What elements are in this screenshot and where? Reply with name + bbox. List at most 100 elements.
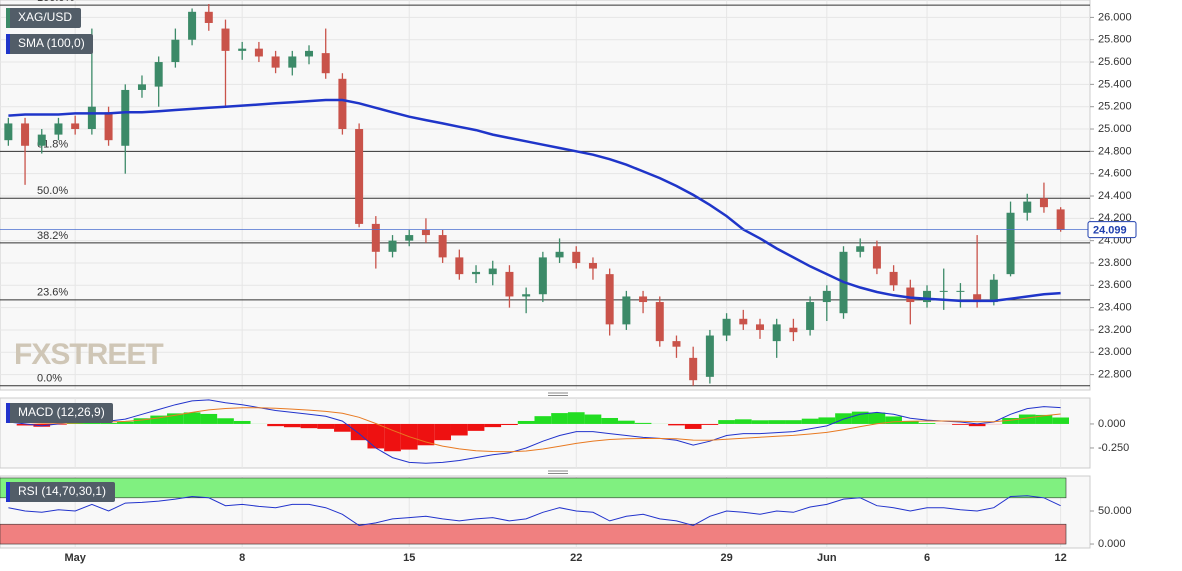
- macd-histogram-bar: [434, 423, 451, 441]
- macd-line: [8, 399, 1061, 464]
- candle-body: [755, 324, 764, 330]
- candle-body: [321, 53, 330, 74]
- legend-swatch: [6, 34, 10, 54]
- y-tick-label: 25.200: [1098, 101, 1132, 113]
- rsi-band: [0, 477, 1067, 499]
- rsi-line: [8, 495, 1061, 527]
- macd-histogram-bar: [267, 423, 284, 427]
- macd-histogram-bar: [551, 413, 568, 424]
- macd-histogram-bar: [1035, 414, 1053, 424]
- macd-histogram-bar: [334, 423, 351, 432]
- macd-histogram-bar: [968, 423, 986, 427]
- legend-box: [6, 8, 81, 28]
- macd-histogram-bar: [684, 423, 702, 429]
- candle-body: [371, 223, 380, 252]
- candle-body: [923, 290, 932, 303]
- macd-histogram-bar: [33, 423, 51, 427]
- macd-histogram-bar: [217, 418, 234, 424]
- macd-histogram-bar: [167, 413, 184, 424]
- candle-body: [338, 78, 347, 130]
- y-tick-label: 22.800: [1098, 369, 1132, 381]
- macd-histogram-bar: [367, 423, 385, 449]
- fib-label: 50.0%: [37, 185, 68, 197]
- candle-body: [137, 84, 146, 90]
- candle-body: [822, 290, 831, 303]
- macd-histogram-bar: [1052, 417, 1069, 424]
- x-tick-label: 12: [1055, 552, 1067, 564]
- macd-histogram-bar: [818, 417, 836, 424]
- legend-box: [6, 34, 93, 54]
- x-tick-label: Jun: [817, 552, 837, 564]
- macd-histogram-bar: [952, 423, 969, 425]
- macd-histogram-bar: [283, 423, 301, 428]
- macd-histogram-bar: [484, 423, 502, 428]
- legend-swatch: [6, 403, 10, 423]
- macd-line: [8, 407, 1061, 453]
- legend-label: RSI (14,70,30,1): [18, 484, 106, 498]
- candle-body: [355, 129, 364, 224]
- candle-body: [739, 318, 748, 325]
- macd-histogram-bar: [150, 415, 168, 424]
- candle-body: [989, 279, 998, 303]
- macd-histogram-bar: [801, 418, 819, 424]
- macd-histogram-bar: [501, 423, 518, 426]
- macd-histogram-bar: [384, 423, 401, 452]
- candle-body: [472, 271, 481, 275]
- legend-swatch: [6, 8, 10, 28]
- macd-histogram-bar: [200, 413, 218, 424]
- candle-body: [37, 134, 46, 146]
- macd-histogram-bar: [885, 416, 902, 424]
- y-tick-label: 25.400: [1098, 78, 1132, 90]
- candle-body: [655, 302, 664, 342]
- y-tick-label: 24.600: [1098, 168, 1132, 180]
- candle-body: [939, 290, 948, 292]
- candle-body: [87, 106, 96, 130]
- macd-histogram-bar: [517, 420, 535, 424]
- candle-body: [538, 257, 547, 295]
- rsi-band: [0, 523, 1067, 545]
- macd-histogram-bar: [317, 423, 335, 429]
- candle-body: [639, 296, 648, 303]
- candle-body: [522, 294, 531, 297]
- y-tick-label: 23.400: [1098, 302, 1132, 314]
- y-tick-label: 25.800: [1098, 34, 1132, 46]
- candle-body: [605, 274, 614, 325]
- macd-histogram-bar: [584, 414, 602, 424]
- panel-handle: [548, 392, 568, 474]
- macd-histogram-bar: [567, 412, 585, 424]
- macd-histogram-bar: [467, 423, 485, 431]
- candle-body: [271, 56, 280, 68]
- candle-body: [254, 48, 263, 57]
- macd-histogram-bar: [868, 412, 886, 424]
- candle-body: [171, 39, 180, 63]
- macd-histogram-bar: [534, 416, 552, 424]
- y-tick-label: 25.600: [1098, 56, 1132, 68]
- macd-histogram-bar: [1018, 414, 1036, 424]
- candle-body: [588, 262, 597, 269]
- candle-body: [204, 11, 213, 23]
- legend-box: [6, 403, 113, 423]
- candle-body: [689, 357, 698, 381]
- macd-histogram-bar: [183, 412, 201, 424]
- candle-body: [1039, 198, 1048, 208]
- macd-histogram-bar: [785, 420, 802, 424]
- legend-label: MACD (12,26,9): [18, 405, 105, 419]
- x-tick-label: 15: [403, 552, 415, 564]
- macd-histogram-bar: [1002, 417, 1019, 424]
- candle-body: [1006, 212, 1015, 275]
- legend-box: [6, 482, 115, 502]
- macd-histogram-bar: [601, 417, 619, 424]
- macd-histogram-bar: [701, 423, 719, 425]
- fib-label: 23.6%: [37, 287, 68, 299]
- candle-body: [238, 48, 247, 51]
- candle-body: [505, 271, 514, 297]
- macd-histogram-bar: [133, 418, 151, 424]
- legend-label: SMA (100,0): [18, 36, 85, 50]
- x-tick-label: May: [64, 552, 86, 564]
- legend-swatch: [6, 482, 10, 502]
- macd-histogram-bar: [450, 423, 468, 436]
- macd-histogram-bar: [300, 423, 318, 429]
- main-panel: [0, 0, 1091, 391]
- candle-body: [188, 11, 197, 40]
